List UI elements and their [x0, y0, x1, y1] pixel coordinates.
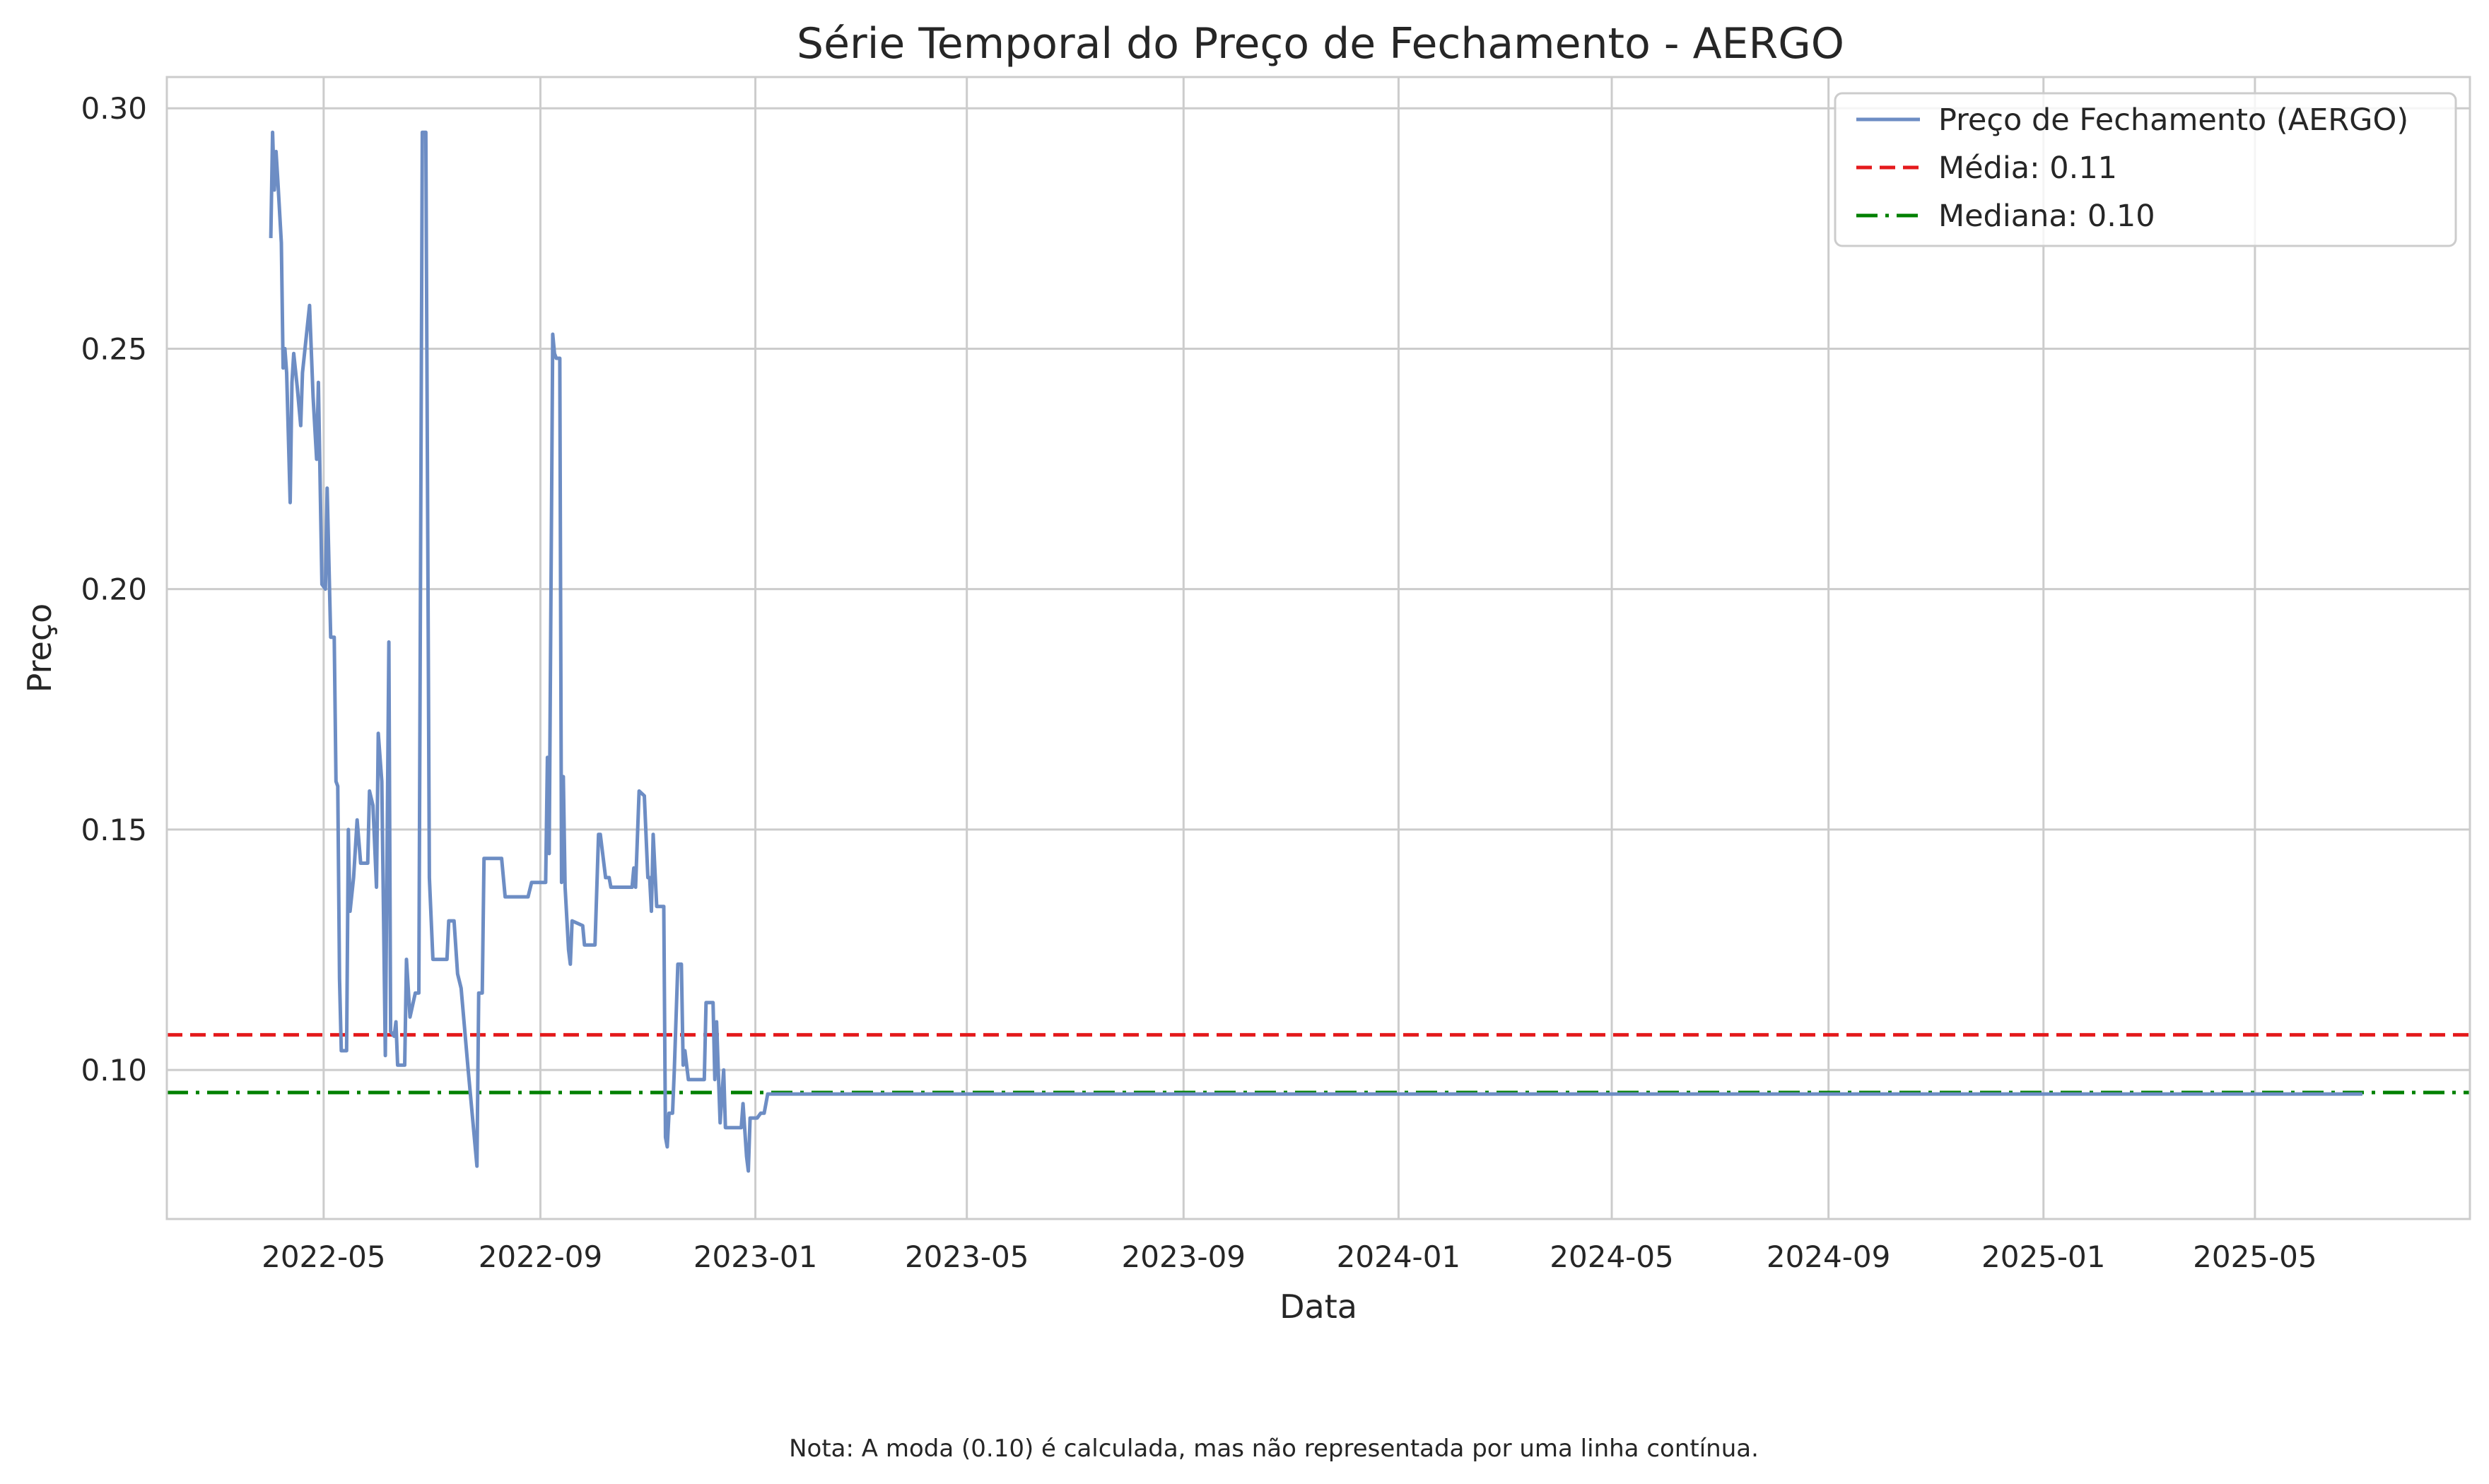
reference-lines — [167, 1032, 2470, 1095]
y-tick-label: 0.20 — [81, 572, 147, 607]
x-tick-label: 2024-01 — [1337, 1239, 1461, 1274]
y-tick-label: 0.10 — [81, 1053, 147, 1088]
y-gridlines — [167, 107, 2470, 1071]
y-tick-labels: 0.10 0.15 0.20 0.25 0.30 — [81, 91, 147, 1088]
x-tick-label: 2025-01 — [1981, 1239, 2106, 1274]
y-axis-label: Preço — [21, 603, 59, 693]
x-tick-label: 2023-05 — [905, 1239, 1029, 1274]
legend-box — [1834, 92, 2457, 247]
y-tick-label: 0.25 — [81, 331, 147, 366]
x-axis-label: Data — [1279, 1288, 1357, 1326]
y-tick-label: 0.15 — [81, 813, 147, 847]
x-tick-labels: 2022-05 2022-09 2023-01 2023-05 2023-09 2024-… — [262, 1239, 2317, 1274]
x-tick-label: 2023-09 — [1122, 1239, 1246, 1274]
x-tick-label: 2025-05 — [2193, 1239, 2317, 1274]
chart-title: Série Temporal do Preço de Fechamento - … — [797, 19, 1844, 69]
x-tick-label: 2024-05 — [1550, 1239, 1674, 1274]
x-tick-label: 2022-05 — [262, 1239, 386, 1274]
legend: Preço de Fechamento (AERGO) Média: 0.11 … — [1834, 92, 2457, 247]
plot-frame — [165, 76, 2471, 1220]
y-tick-label: 0.30 — [81, 91, 147, 126]
x-tick-label: 2024-09 — [1767, 1239, 1891, 1274]
x-tick-label: 2022-09 — [479, 1239, 603, 1274]
legend-label-median: Mediana: 0.10 — [1938, 199, 2155, 234]
footnote: Nota: A moda (0.10) é calculada, mas não… — [789, 1435, 1759, 1463]
x-tick-label: 2023-01 — [693, 1239, 818, 1274]
series-layer — [269, 130, 2362, 1173]
legend-label-mean: Média: 0.11 — [1938, 151, 2117, 186]
legend-label-series: Preço de Fechamento (AERGO) — [1938, 102, 2408, 138]
series-line-aergo — [269, 130, 2362, 1173]
x-gridlines — [322, 77, 2256, 1219]
